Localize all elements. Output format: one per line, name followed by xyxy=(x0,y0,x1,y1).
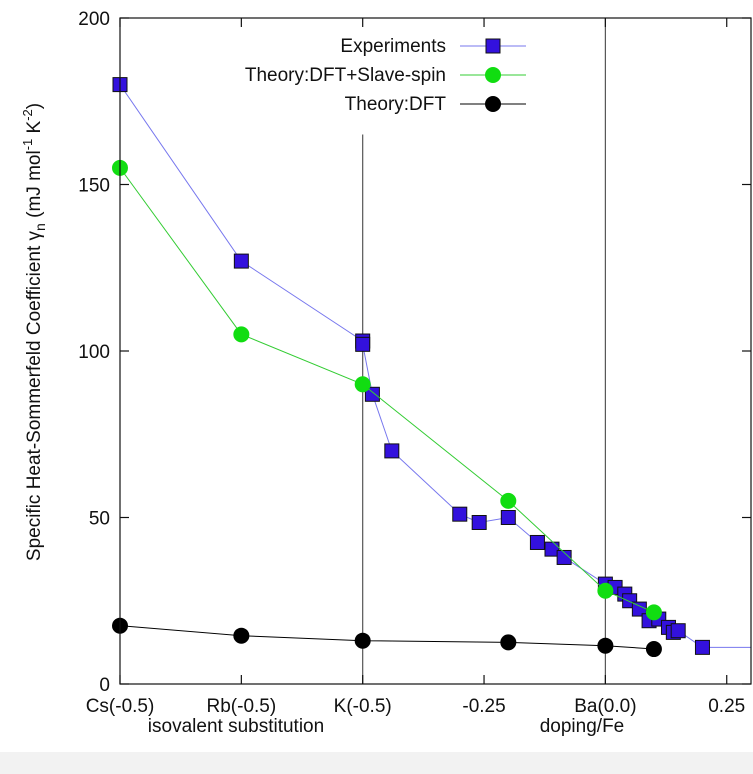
legend-label-dft-slave-spin: Theory:DFT+Slave-spin xyxy=(245,65,446,86)
series-line xyxy=(119,625,654,650)
series-2 xyxy=(112,617,662,658)
data-point xyxy=(500,492,517,509)
data-point xyxy=(597,582,614,599)
data-point xyxy=(500,634,517,651)
data-point xyxy=(529,534,545,550)
x-tick-label: K(-0.5) xyxy=(334,696,392,717)
legend-label-dft: Theory:DFT xyxy=(345,94,447,115)
data-point xyxy=(500,510,516,525)
data-point xyxy=(645,604,662,621)
ticks: 0 50 100 150 200 Cs(-0.5) Rb(-0.5) K(-0.5) -0.25… xyxy=(78,9,751,717)
legend: Experiments Theory:DFT+Slave-spin Theory… xyxy=(245,36,526,115)
data-point xyxy=(233,627,250,644)
vertical-lines xyxy=(362,18,606,684)
legend-marker xyxy=(485,67,501,83)
data-point xyxy=(364,386,380,402)
legend-marker xyxy=(485,38,501,54)
data-point xyxy=(233,253,249,269)
y-tick-label: 0 xyxy=(99,675,110,696)
data-point xyxy=(354,632,371,649)
x-tick-label: Cs(-0.5) xyxy=(86,696,155,717)
data-point xyxy=(556,549,572,565)
plot-frame xyxy=(119,17,752,685)
x-tick-label: Ba(0.0) xyxy=(574,696,636,717)
data-point xyxy=(452,506,468,522)
legend-marker xyxy=(485,96,501,112)
y-tick-label: 150 xyxy=(78,176,110,197)
chart: 0 50 100 150 200 Cs(-0.5) Rb(-0.5) K(-0.5) -0.25… xyxy=(20,9,752,737)
data-point xyxy=(597,637,614,654)
data-point xyxy=(355,336,371,352)
data-point xyxy=(645,641,662,658)
data-point xyxy=(384,443,400,459)
data-point xyxy=(694,639,710,655)
bottom-band xyxy=(0,752,753,774)
series-line xyxy=(119,167,655,613)
data-point xyxy=(670,623,686,639)
y-tick-label: 100 xyxy=(78,342,110,363)
x-tick-label: Rb(-0.5) xyxy=(207,696,277,717)
series-line xyxy=(119,84,751,648)
data-point xyxy=(354,376,371,393)
series-layer xyxy=(112,77,751,658)
y-axis-label: Specific Heat-Sommerfeld Coefficient γn … xyxy=(20,103,48,561)
series-1 xyxy=(112,159,662,621)
x-axis-label-right: doping/Fe xyxy=(540,716,625,737)
data-point xyxy=(233,326,250,343)
series-0 xyxy=(112,77,751,655)
y-tick-label: 200 xyxy=(78,9,110,30)
x-tick-label: -0.25 xyxy=(462,696,505,717)
y-tick-label: 50 xyxy=(89,509,110,530)
x-tick-label: 0.25 xyxy=(708,696,745,717)
data-point xyxy=(471,514,487,530)
legend-samples xyxy=(460,38,526,112)
data-point xyxy=(544,541,560,557)
x-axis-label-left: isovalent substitution xyxy=(148,716,324,737)
legend-label-experiments: Experiments xyxy=(340,36,446,57)
